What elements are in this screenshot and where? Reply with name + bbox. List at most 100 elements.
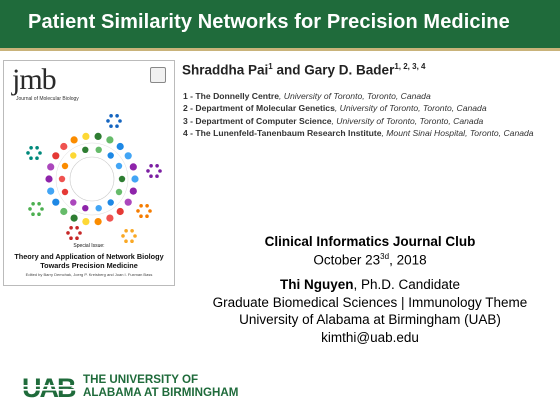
event-title: Clinical Informatics Journal Club	[264, 234, 476, 249]
journal-logo: jmb	[12, 63, 57, 96]
cover-network-node	[115, 188, 123, 196]
cover-network-node	[26, 151, 30, 155]
cover-network-node	[28, 207, 32, 211]
cover-network-node	[75, 236, 79, 240]
cover-network-node	[37, 202, 41, 206]
cover-network-node	[149, 164, 153, 168]
affiliation-label: 1 - The Donnelly Centre	[183, 91, 279, 101]
cover-network-node	[130, 239, 134, 243]
cover-network-node	[115, 114, 119, 118]
cover-network-node	[82, 218, 90, 226]
cover-ring	[55, 142, 129, 216]
cover-network-node	[82, 132, 90, 140]
cover-network-node	[106, 214, 114, 222]
presenter-university: University of Alabama at Birmingham (UAB…	[239, 312, 501, 327]
affiliation-label: 2 - Department of Molecular Genetics	[183, 103, 335, 114]
cover-network-node	[38, 151, 42, 155]
affiliation-list: 1 - The Donnelly Centre, University of T…	[183, 91, 534, 140]
cover-network-node	[94, 218, 102, 226]
cover-network-node	[31, 202, 35, 206]
cover-network-node	[78, 231, 82, 235]
cover-network-node	[95, 146, 102, 153]
cover-network-node	[106, 119, 110, 123]
cover-network-node	[124, 198, 132, 206]
special-issue-editors: Edited by Barry Demchak, Joerg P. Kreisb…	[25, 272, 153, 277]
cover-network-node	[133, 234, 137, 238]
affiliation-item: 3 - Department of Computer Science, Univ…	[183, 116, 534, 128]
uab-logo-icon: UAB	[22, 374, 80, 400]
cover-network-node	[121, 234, 125, 238]
cover-network-node	[82, 146, 89, 153]
cover-network-node	[60, 142, 68, 151]
date-year: , 2018	[389, 252, 427, 268]
cover-network-node	[146, 169, 150, 173]
author-line: Shraddha Pai1 and Gary D. Bader1, 2, 3, …	[182, 62, 425, 78]
cover-network-node	[52, 152, 60, 160]
cover-network-node	[70, 136, 78, 144]
cover-network-node	[29, 156, 33, 160]
cover-network-node	[155, 174, 159, 178]
cover-network-node	[155, 164, 159, 168]
cover-ring	[69, 156, 115, 202]
cover-network-node	[31, 212, 35, 216]
affiliation-label: 3 - Department of Computer Science	[183, 115, 332, 126]
cover-network-node	[69, 236, 73, 240]
title-accent-line	[0, 48, 560, 51]
publisher-logo-icon	[150, 67, 166, 83]
presenter-name: Thi Nguyen	[279, 277, 354, 292]
cover-network-node	[145, 204, 149, 208]
author-1-affiliation: 1	[268, 62, 273, 71]
cover-network-node	[37, 212, 41, 216]
date-suffix-sup: 3d	[380, 252, 390, 261]
cover-network-node	[94, 132, 102, 140]
cover-network-node	[124, 229, 128, 233]
cover-network-node	[95, 205, 102, 212]
cover-network-node	[61, 162, 69, 170]
cover-network-node	[29, 146, 33, 150]
cover-network-node	[82, 205, 89, 212]
cover-network-node	[106, 136, 114, 144]
date-text: October 23	[313, 252, 381, 268]
cover-network-node	[116, 207, 124, 216]
cover-network-node	[118, 119, 122, 123]
uab-logo-letters: UAB	[22, 374, 76, 400]
cover-network-node	[58, 175, 66, 183]
cover-network-node	[61, 188, 69, 196]
cover-network-node	[52, 198, 60, 206]
title-bar: Patient Similarity Networks for Precisio…	[0, 0, 560, 48]
university-wordmark: THE UNIVERSITY OF ALABAMA AT BIRMINGHAM	[83, 373, 239, 399]
cover-network-node	[130, 229, 134, 233]
slide-title: Patient Similarity Networks for Precisio…	[28, 11, 510, 33]
cover-network-node	[129, 163, 137, 171]
cover-network-node	[118, 175, 126, 183]
presenter-program: Graduate Biomedical Sciences | Immunolog…	[212, 295, 528, 310]
cover-network-node	[158, 169, 162, 173]
cover-network-node	[47, 163, 55, 171]
special-issue-label: Special Issue:	[73, 243, 105, 249]
cover-network-node	[115, 124, 119, 128]
cover-network-node	[124, 239, 128, 243]
cover-network-node	[109, 114, 113, 118]
cover-network-node	[45, 175, 53, 183]
event-date: October 233d, 2018	[180, 252, 560, 268]
affiliation-item: 2 - Department of Molecular Genetics, Un…	[183, 103, 534, 115]
cover-network-node	[109, 124, 113, 128]
cover-network-node	[70, 152, 77, 159]
presenter-email: kimthi@uab.edu	[321, 330, 419, 345]
cover-network-node	[145, 214, 149, 218]
cover-network-node	[47, 187, 55, 195]
cover-network-node	[149, 174, 153, 178]
cover-network-node	[148, 209, 152, 213]
presenter: Thi Nguyen, Ph.D. Candidate	[180, 277, 560, 292]
wordmark-line-2: ALABAMA AT BIRMINGHAM	[83, 385, 239, 399]
affiliation-item: 4 - The Lunenfeld-Tanenbaum Research Ins…	[183, 128, 534, 140]
journal-name: Journal of Molecular Biology	[16, 96, 79, 102]
author-1: Shraddha Pai	[182, 62, 269, 78]
affiliation-item: 1 - The Donnelly Centre, University of T…	[183, 91, 534, 103]
cover-network-node	[69, 226, 73, 230]
journal-cover: jmb Journal of Molecular Biology Special…	[3, 60, 175, 286]
presenter-title: , Ph.D. Candidate	[353, 277, 461, 292]
cover-network-node	[139, 214, 143, 218]
affiliation-location: , Mount Sinai Hospital, Toronto, Canada	[381, 127, 534, 138]
cover-network-node	[129, 187, 137, 195]
